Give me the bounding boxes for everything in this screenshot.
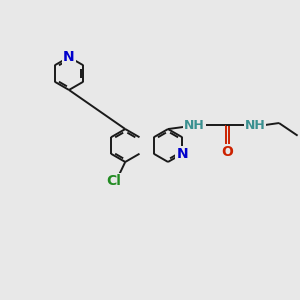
Text: O: O bbox=[221, 146, 233, 159]
Text: N: N bbox=[176, 147, 188, 161]
Text: N: N bbox=[63, 50, 75, 64]
Text: Cl: Cl bbox=[106, 174, 122, 188]
Text: NH: NH bbox=[184, 119, 205, 132]
Text: NH: NH bbox=[244, 119, 266, 132]
